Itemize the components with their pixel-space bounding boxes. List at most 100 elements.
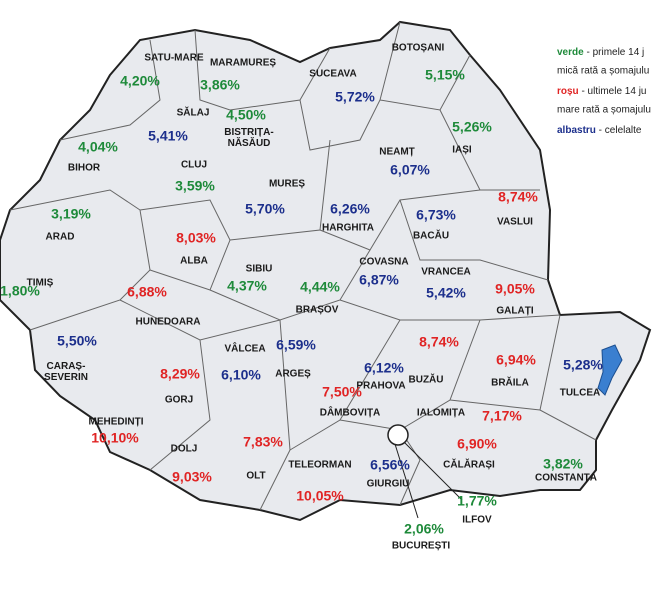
county-name: GIURGIU	[367, 479, 410, 490]
unemployment-rate: 6,87%	[359, 272, 399, 288]
unemployment-rate: 1,80%	[0, 283, 40, 299]
unemployment-rate: 3,19%	[51, 206, 91, 222]
county-name: SĂLAJ	[177, 106, 210, 119]
unemployment-rate: 6,26%	[330, 201, 370, 217]
legend-key: roșu	[557, 86, 579, 97]
county-name: HARGHITA	[322, 223, 374, 234]
county-name: BUCUREȘTI	[392, 541, 451, 552]
county-name: DÂMBOVIȚA	[320, 406, 381, 419]
unemployment-rate: 8,74%	[419, 334, 459, 350]
county-name: CARAȘ-SEVERIN	[44, 361, 88, 383]
county-name: BISTRIȚA-NĂSĂUD	[224, 127, 273, 149]
county-name: MUREȘ	[269, 179, 305, 190]
county-name: MEHEDINȚI	[89, 417, 144, 428]
county-name: OLT	[246, 471, 265, 482]
unemployment-rate: 6,12%	[364, 360, 404, 376]
unemployment-rate: 6,94%	[496, 352, 536, 368]
county-name-line: SEVERIN	[44, 372, 88, 383]
unemployment-rate: 7,17%	[482, 408, 522, 424]
county-borders	[9, 21, 597, 511]
unemployment-rate: 4,44%	[300, 279, 340, 295]
county-name: TULCEA	[560, 388, 601, 399]
unemployment-rate: 9,03%	[172, 469, 212, 485]
unemployment-rate: 4,04%	[78, 139, 118, 155]
unemployment-rate: 1,77%	[457, 493, 497, 509]
unemployment-rate: 6,56%	[370, 457, 410, 473]
county-name: SATU-MARE	[144, 53, 204, 64]
bucharest-outline	[387, 424, 409, 446]
county-name-line: NĂSĂUD	[228, 136, 271, 149]
legend-text: - primele 14 j	[584, 47, 645, 58]
county-name: TIMIȘ	[27, 278, 54, 289]
legend-entry: verde - primele 14 j	[557, 47, 644, 58]
legend-entry: roșu - ultimele 14 ju	[557, 86, 646, 97]
unemployment-rate: 6,88%	[127, 284, 167, 300]
county-name: ARAD	[46, 232, 75, 243]
county-name: DOLJ	[171, 444, 198, 455]
unemployment-rate: 6,73%	[416, 207, 456, 223]
unemployment-rate: 4,37%	[227, 278, 267, 294]
county-name: SUCEAVA	[309, 69, 356, 80]
unemployment-rate: 7,83%	[243, 434, 283, 450]
unemployment-rate: 8,29%	[160, 366, 200, 382]
county-name: IALOMIȚA	[417, 408, 465, 419]
danube-delta	[597, 344, 623, 396]
pointer-line	[403, 441, 463, 501]
legend-text: mică rată a șomajulu	[557, 66, 649, 77]
unemployment-rate: 5,72%	[335, 89, 375, 105]
county-name: PRAHOVA	[356, 381, 405, 392]
unemployment-rate: 4,50%	[226, 107, 266, 123]
unemployment-rate: 6,90%	[457, 436, 497, 452]
unemployment-rate: 4,20%	[120, 73, 160, 89]
county-name: MARAMUREȘ	[210, 58, 276, 69]
county-name: BACĂU	[413, 229, 449, 242]
unemployment-rate: 5,42%	[426, 285, 466, 301]
county-name: NEAMȚ	[379, 147, 415, 158]
county-name: COVASNA	[359, 257, 408, 268]
pointer-line	[394, 443, 419, 519]
county-name: SIBIU	[246, 264, 273, 275]
county-name: CONSTANȚA	[535, 473, 597, 484]
unemployment-rate: 2,06%	[404, 521, 444, 537]
county-name: ARGEȘ	[275, 369, 311, 380]
unemployment-rate: 3,59%	[175, 178, 215, 194]
unemployment-rate: 5,26%	[452, 119, 492, 135]
county-name: ILFOV	[462, 515, 492, 526]
unemployment-rate: 6,10%	[221, 367, 261, 383]
county-name: GALAȚI	[496, 306, 533, 317]
county-name: ALBA	[180, 256, 208, 267]
county-name: BIHOR	[68, 163, 101, 174]
county-name: HUNEDOARA	[136, 317, 201, 328]
unemployment-rate: 3,82%	[543, 456, 583, 472]
county-name: CLUJ	[181, 160, 207, 171]
legend-key: albastru	[557, 125, 596, 136]
unemployment-rate: 9,05%	[495, 281, 535, 297]
unemployment-rate: 5,15%	[425, 67, 465, 83]
legend-text: - celelalte	[596, 125, 642, 136]
unemployment-rate: 5,70%	[245, 201, 285, 217]
unemployment-rate: 6,07%	[390, 162, 430, 178]
unemployment-rate: 8,03%	[176, 230, 216, 246]
county-name: BRĂILA	[491, 376, 529, 389]
county-name: BOTOȘANI	[392, 43, 445, 54]
county-name: GORJ	[165, 395, 193, 406]
legend-key: verde	[557, 47, 584, 58]
county-name: TELEORMAN	[288, 460, 351, 471]
unemployment-rate: 7,50%	[322, 384, 362, 400]
county-name: IAȘI	[452, 145, 472, 156]
unemployment-rate: 5,28%	[563, 357, 603, 373]
county-name: VÂLCEA	[224, 342, 265, 355]
legend-text: mare rată a șomajulu	[557, 105, 651, 116]
unemployment-rate: 10,10%	[91, 430, 139, 446]
unemployment-rate: 6,59%	[276, 337, 316, 353]
county-name: BRAȘOV	[296, 305, 339, 316]
unemployment-rate: 8,74%	[498, 189, 538, 205]
county-name-line: CARAȘ-	[47, 361, 86, 372]
unemployment-rate: 5,41%	[148, 128, 188, 144]
county-name: CĂLĂRAȘI	[443, 458, 495, 471]
county-name: BUZĂU	[409, 373, 444, 386]
county-name: VASLUI	[497, 217, 533, 228]
county-name-line: BISTRIȚA-	[224, 127, 273, 138]
legend-text: - ultimele 14 ju	[579, 86, 647, 97]
